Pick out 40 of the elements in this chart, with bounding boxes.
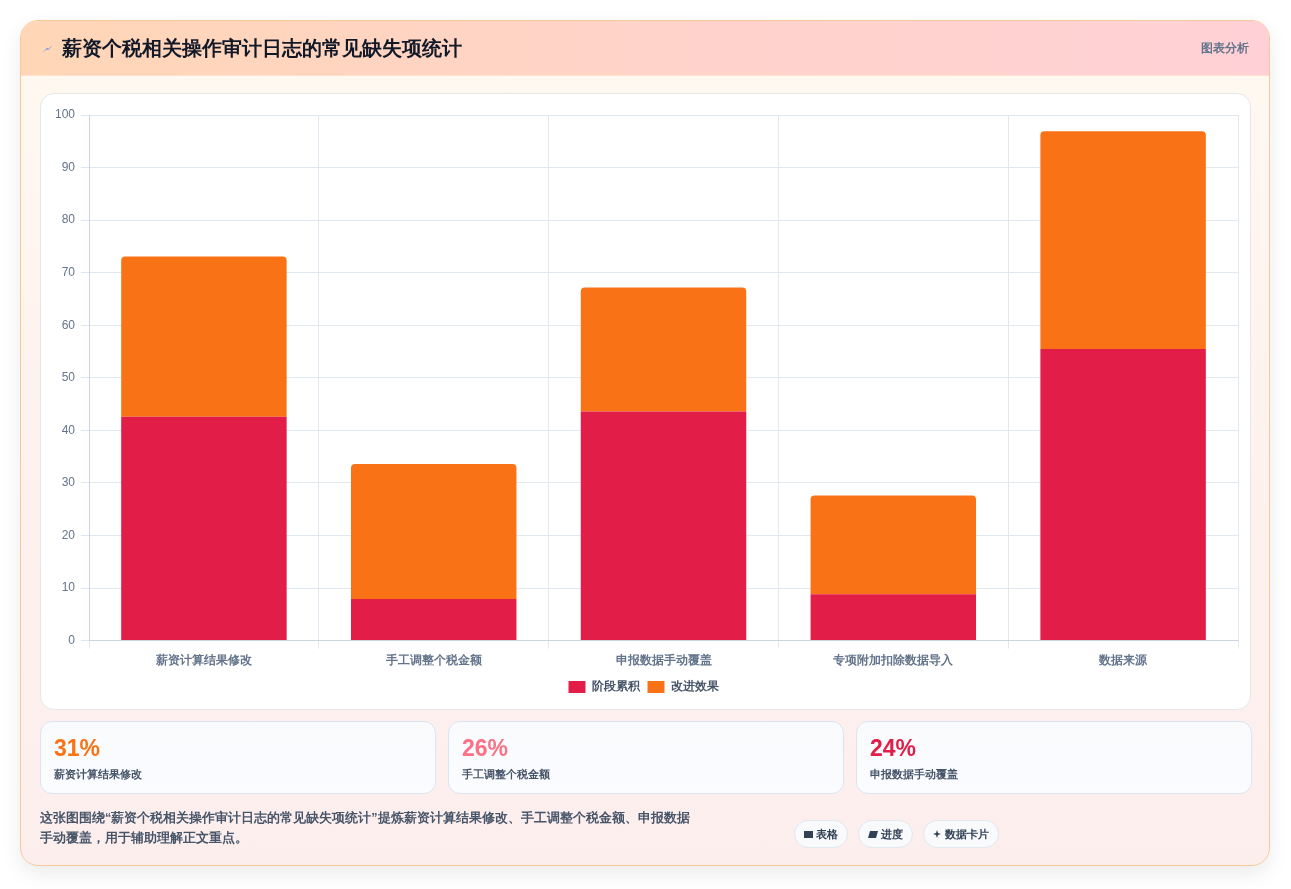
x-tick-label: 手工调整个税金额 [384, 653, 483, 668]
y-tick-label: 10 [61, 580, 76, 595]
text: 表格 [816, 826, 838, 842]
text: 图表分析 [1201, 40, 1249, 57]
text: 31% [54, 734, 101, 762]
y-tick-label: 40 [61, 422, 76, 437]
text: 24% [870, 734, 917, 762]
x-tick-label: 申报数据手动覆盖 [615, 653, 712, 668]
y-tick-label: 80 [61, 212, 76, 227]
bar [350, 464, 517, 600]
y-tick-label: 90 [61, 159, 76, 174]
text: 这张图围绕“薪资个税相关操作审计日志的常见缺失项统计”提炼薪资计算结果修改、手工调整个税金额、申报数据手动覆盖，用于辅助理解正文重点。 [40, 809, 691, 847]
text: 手工调整个税金额 [462, 767, 550, 782]
bar [1040, 348, 1206, 641]
text: 申报数据手动覆盖 [870, 767, 958, 782]
text: 进度 [881, 826, 903, 842]
bar [350, 599, 517, 641]
x-tick-label: 数据来源 [1098, 653, 1149, 668]
text: 数据卡片 [945, 826, 989, 842]
y-tick-label: 0 [68, 632, 76, 647]
y-tick-label: 20 [61, 527, 76, 542]
bar [1040, 131, 1206, 349]
y-tick-label: 70 [61, 264, 76, 279]
chart-title: 薪资个税相关操作审计日志的常见缺失项统计 [62, 36, 462, 61]
y-tick-label: 100 [54, 107, 76, 122]
bar [580, 411, 747, 641]
text: 26% [462, 734, 509, 762]
text: 薪资计算结果修改 [54, 767, 142, 782]
x-tick-label: 专项附加扣除数据导入 [832, 653, 955, 668]
bar [580, 287, 747, 412]
bar [121, 256, 287, 417]
legend-label: 改进效果 [670, 679, 720, 694]
y-tick-label: 60 [61, 317, 76, 332]
y-tick-label: 30 [61, 475, 76, 490]
bar [810, 495, 977, 595]
legend-label: 阶段累积 [591, 679, 641, 694]
y-tick-label: 50 [61, 370, 76, 385]
bar [810, 594, 977, 641]
bar [121, 416, 287, 641]
x-tick-label: 薪资计算结果修改 [154, 653, 253, 668]
